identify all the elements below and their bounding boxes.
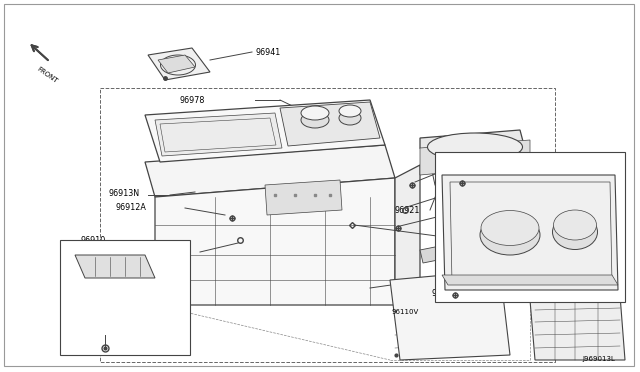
Polygon shape bbox=[145, 100, 385, 162]
Text: 96912AA: 96912AA bbox=[147, 347, 179, 353]
Text: 96938: 96938 bbox=[448, 189, 473, 199]
Text: 96978: 96978 bbox=[180, 96, 205, 105]
Polygon shape bbox=[158, 55, 195, 73]
Ellipse shape bbox=[301, 106, 329, 120]
Text: (205E5): (205E5) bbox=[70, 297, 97, 303]
Polygon shape bbox=[420, 245, 448, 263]
Text: J969013L: J969013L bbox=[582, 356, 615, 362]
Bar bbox=[100, 88, 555, 362]
Text: HB+25S+25SL/PKG: HB+25S+25SL/PKG bbox=[438, 160, 513, 166]
Text: 96911: 96911 bbox=[415, 276, 440, 285]
Ellipse shape bbox=[554, 210, 596, 240]
Polygon shape bbox=[145, 145, 395, 197]
Polygon shape bbox=[530, 295, 625, 360]
Text: 96110VA: 96110VA bbox=[522, 166, 554, 172]
Text: 96913N: 96913N bbox=[547, 191, 575, 197]
Polygon shape bbox=[148, 48, 210, 80]
Text: 96912N: 96912N bbox=[478, 247, 509, 257]
Polygon shape bbox=[442, 275, 618, 285]
Text: SEC.253: SEC.253 bbox=[70, 287, 99, 293]
Text: 96921: 96921 bbox=[395, 205, 420, 215]
Ellipse shape bbox=[552, 215, 598, 250]
Ellipse shape bbox=[428, 133, 522, 161]
Ellipse shape bbox=[480, 215, 540, 255]
Ellipse shape bbox=[339, 105, 361, 117]
Text: (284H3): (284H3) bbox=[455, 240, 483, 246]
Polygon shape bbox=[280, 102, 380, 146]
Polygon shape bbox=[155, 113, 282, 156]
Text: 96910: 96910 bbox=[80, 235, 105, 244]
Bar bbox=[60, 240, 190, 355]
Text: 96930M: 96930M bbox=[432, 289, 464, 298]
Polygon shape bbox=[75, 255, 155, 278]
Text: SEC.200: SEC.200 bbox=[455, 230, 484, 236]
Bar bbox=[435, 152, 625, 302]
Text: 96912A: 96912A bbox=[115, 202, 146, 212]
Text: 96913N: 96913N bbox=[108, 189, 139, 198]
Text: 96110V: 96110V bbox=[392, 309, 419, 315]
Polygon shape bbox=[155, 178, 395, 305]
Polygon shape bbox=[442, 175, 618, 290]
Text: 96938: 96938 bbox=[145, 247, 170, 257]
Text: 96912A: 96912A bbox=[447, 209, 478, 218]
Polygon shape bbox=[420, 140, 530, 175]
Text: 96965N: 96965N bbox=[489, 276, 520, 285]
Polygon shape bbox=[395, 165, 420, 305]
Text: 96912A: 96912A bbox=[447, 164, 478, 173]
Ellipse shape bbox=[481, 211, 539, 246]
Ellipse shape bbox=[301, 112, 329, 128]
Ellipse shape bbox=[339, 111, 361, 125]
Polygon shape bbox=[420, 130, 530, 178]
Text: FRONT: FRONT bbox=[36, 65, 59, 84]
Polygon shape bbox=[265, 180, 342, 215]
Text: 96941: 96941 bbox=[255, 48, 280, 57]
Polygon shape bbox=[390, 270, 510, 360]
